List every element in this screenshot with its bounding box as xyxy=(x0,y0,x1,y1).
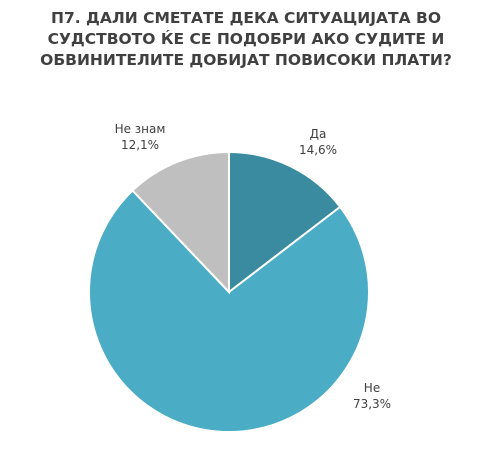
slice-category-label: Не xyxy=(364,381,380,395)
slice-category-label: Да xyxy=(310,127,327,141)
chart-title: П7. ДАЛИ СМЕТАТЕ ДЕКА СИТУАЦИЈАТА ВО СУД… xyxy=(40,9,452,69)
pie-slice xyxy=(228,150,342,295)
pie-slice xyxy=(88,189,370,433)
slice-value-label: 14,6% xyxy=(299,143,337,157)
pie-slice xyxy=(131,150,230,295)
slice-value-label: 73,3% xyxy=(353,397,391,411)
slice-category-label: Не знам xyxy=(115,122,166,136)
slice-value-label: 12,1% xyxy=(121,138,159,152)
